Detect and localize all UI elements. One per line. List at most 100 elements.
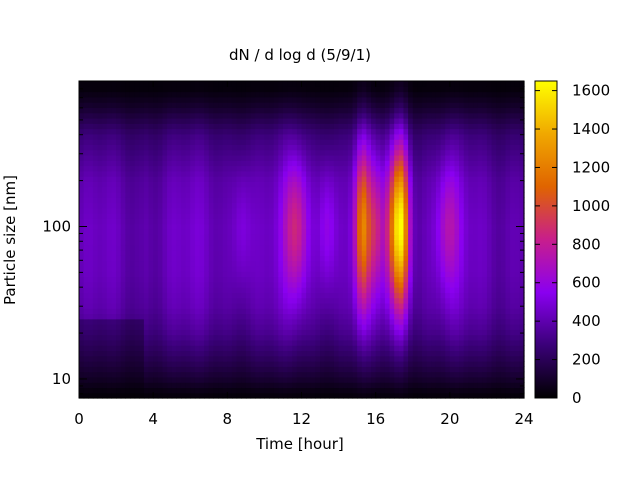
heatmap-cell bbox=[296, 133, 303, 140]
heatmap-cell bbox=[255, 133, 261, 140]
heatmap-cell bbox=[343, 191, 349, 198]
heatmap-cell bbox=[185, 160, 191, 167]
heatmap-cell bbox=[431, 128, 437, 135]
heatmap-cell bbox=[398, 292, 405, 299]
heatmap-cell bbox=[338, 170, 344, 177]
heatmap-cell bbox=[440, 350, 446, 357]
heatmap-cell bbox=[403, 313, 409, 320]
heatmap-cell bbox=[167, 302, 173, 309]
heatmap-cell bbox=[459, 223, 465, 230]
heatmap-cell bbox=[278, 144, 284, 151]
heatmap-cell bbox=[338, 334, 344, 341]
heatmap-cell bbox=[264, 292, 270, 299]
heatmap-cell bbox=[194, 260, 201, 267]
heatmap-cell bbox=[287, 376, 293, 383]
heatmap-cell bbox=[264, 376, 270, 383]
heatmap-cell bbox=[92, 197, 99, 204]
heatmap-cell bbox=[218, 176, 224, 182]
heatmap-cell bbox=[190, 361, 196, 367]
heatmap-cell bbox=[310, 191, 317, 198]
heatmap-cell bbox=[199, 107, 205, 114]
heatmap-cell bbox=[398, 139, 405, 145]
heatmap-cell bbox=[282, 128, 289, 135]
heatmap-cell bbox=[79, 371, 85, 378]
heatmap-cell bbox=[394, 207, 400, 214]
heatmap-cell bbox=[371, 255, 377, 262]
heatmap-cell bbox=[333, 234, 340, 241]
heatmap-cell bbox=[79, 239, 85, 246]
heatmap-cell bbox=[116, 139, 122, 145]
heatmap-cell bbox=[264, 160, 270, 167]
heatmap-cell bbox=[440, 149, 446, 156]
heatmap-cell bbox=[278, 244, 284, 251]
heatmap-cell bbox=[282, 361, 289, 367]
heatmap-cell bbox=[366, 213, 372, 219]
heatmap-cell bbox=[102, 96, 108, 103]
heatmap-cell bbox=[278, 96, 284, 103]
heatmap-cell bbox=[241, 176, 247, 182]
heatmap-cell bbox=[343, 228, 349, 235]
heatmap-cell bbox=[245, 376, 252, 383]
heatmap-cell bbox=[199, 191, 205, 198]
heatmap-cell bbox=[347, 96, 354, 103]
heatmap-cell bbox=[273, 213, 279, 219]
heatmap-cell bbox=[352, 186, 358, 193]
heatmap-cell bbox=[445, 239, 451, 246]
heatmap-cell bbox=[255, 165, 261, 172]
heatmap-cell bbox=[134, 213, 140, 219]
heatmap-cell bbox=[176, 255, 182, 262]
heatmap-cell bbox=[92, 281, 99, 288]
heatmap-cell bbox=[129, 228, 136, 235]
heatmap-cell bbox=[143, 265, 150, 272]
heatmap-cell bbox=[236, 287, 242, 293]
heatmap-cell bbox=[352, 112, 358, 119]
heatmap-cell bbox=[143, 86, 150, 93]
heatmap-cell bbox=[454, 271, 460, 278]
heatmap-cell bbox=[143, 339, 150, 346]
heatmap-cell bbox=[157, 234, 164, 241]
heatmap-cell bbox=[102, 339, 108, 346]
heatmap-cell bbox=[199, 387, 205, 394]
heatmap-cell bbox=[426, 308, 432, 315]
heatmap-cell bbox=[199, 366, 205, 373]
heatmap-cell bbox=[329, 102, 335, 109]
heatmap-cell bbox=[422, 239, 428, 246]
heatmap-cell bbox=[250, 302, 256, 309]
heatmap-cell bbox=[227, 350, 233, 357]
heatmap-cell bbox=[120, 139, 126, 145]
heatmap-cell bbox=[343, 281, 349, 288]
heatmap-cell bbox=[143, 144, 150, 151]
heatmap-cell bbox=[403, 123, 409, 130]
heatmap-cell bbox=[180, 213, 187, 219]
heatmap-cell bbox=[338, 96, 344, 103]
heatmap-cell bbox=[292, 234, 298, 241]
heatmap-cell bbox=[125, 324, 131, 330]
heatmap-cell bbox=[88, 281, 94, 288]
heatmap-cell bbox=[120, 382, 126, 389]
heatmap-cell bbox=[454, 324, 460, 330]
heatmap-cell bbox=[422, 207, 428, 214]
heatmap-cell bbox=[218, 276, 224, 283]
heatmap-cell bbox=[435, 133, 442, 140]
heatmap-cell bbox=[338, 223, 344, 230]
heatmap-cell bbox=[199, 339, 205, 346]
heatmap-cell bbox=[148, 139, 154, 145]
heatmap-cell bbox=[241, 271, 247, 278]
heatmap-cell bbox=[153, 223, 159, 230]
heatmap-cell bbox=[357, 371, 363, 378]
heatmap-cell bbox=[148, 265, 154, 272]
heatmap-cell bbox=[171, 128, 177, 135]
heatmap-cell bbox=[227, 260, 233, 267]
heatmap-cell bbox=[329, 191, 335, 198]
heatmap-cell bbox=[231, 191, 238, 198]
heatmap-cell bbox=[296, 366, 303, 373]
heatmap-cell bbox=[185, 197, 191, 204]
heatmap-cell bbox=[199, 318, 205, 325]
heatmap-cell bbox=[292, 366, 298, 373]
heatmap-cell bbox=[398, 392, 405, 399]
heatmap-cell bbox=[324, 350, 330, 357]
heatmap-cell bbox=[273, 292, 279, 299]
heatmap-cell bbox=[315, 297, 321, 304]
heatmap-cell bbox=[231, 213, 238, 219]
